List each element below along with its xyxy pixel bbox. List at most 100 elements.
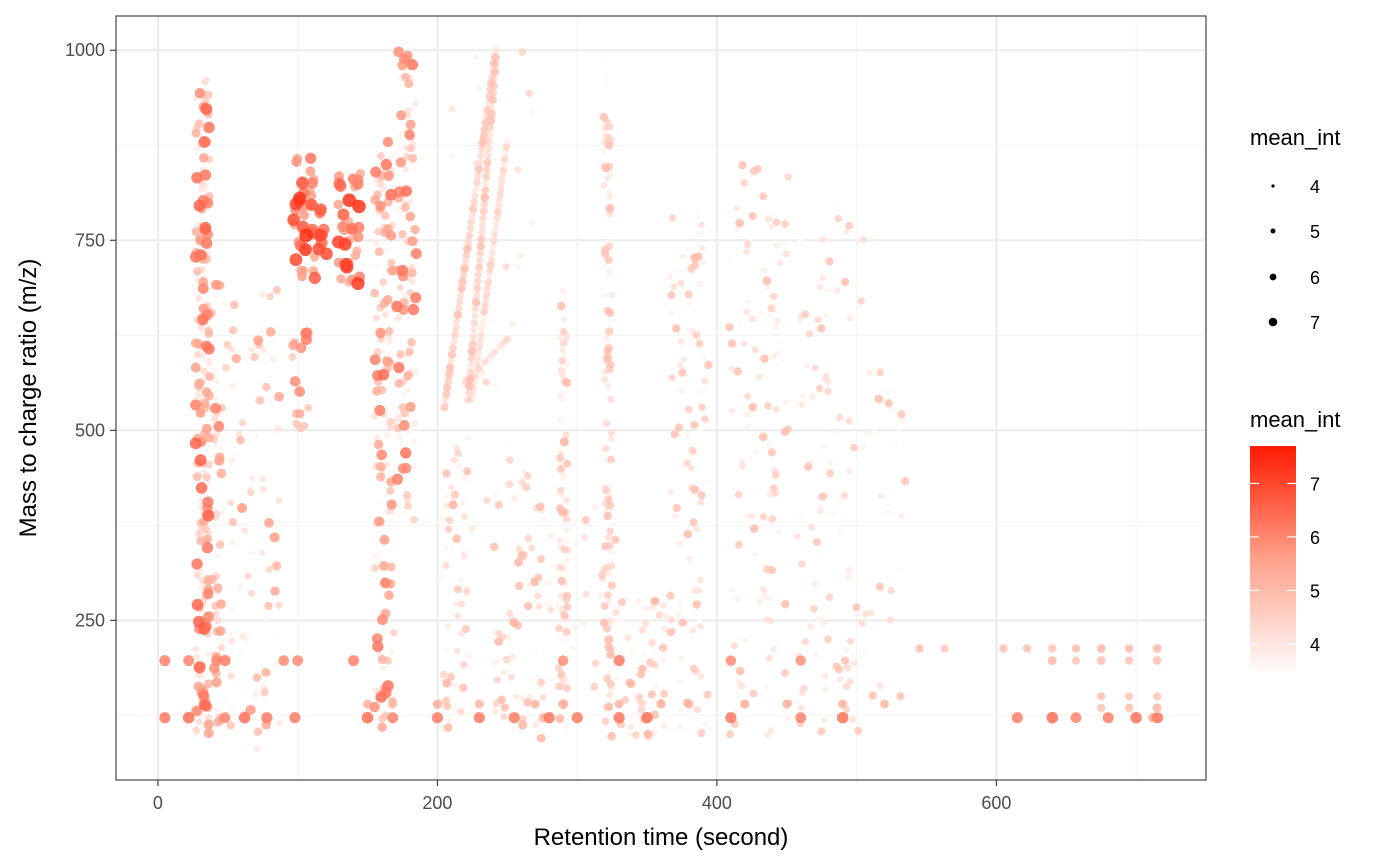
data-point [382,311,389,319]
data-point [605,308,615,317]
data-point [563,496,571,504]
y-axis-title: Mass to charge ratio (m/z) [15,259,42,538]
data-point [407,303,420,316]
data-point [437,574,444,581]
data-point [698,403,706,412]
data-point [192,615,206,628]
data-point [444,377,453,385]
data-point [753,448,759,455]
data-point [693,705,702,714]
data-point [481,358,489,366]
data-point [262,382,271,392]
data-point [378,551,385,558]
data-point [453,647,461,655]
data-point [855,692,861,698]
data-point [399,53,410,65]
data-point [627,723,634,731]
data-point [490,237,498,245]
data-point [561,472,568,479]
data-point [529,107,536,114]
data-point [443,502,450,509]
data-point [292,419,301,428]
data-point [697,729,706,738]
data-point [760,586,767,593]
data-point [216,540,225,549]
data-point [253,727,263,736]
data-point [680,269,686,275]
data-point [602,557,609,563]
data-point [851,659,858,667]
data-point [491,348,498,356]
data-point [379,534,390,545]
data-point [193,571,201,579]
data-point [697,280,704,288]
data-point [558,699,569,709]
data-point [569,646,576,652]
data-point [400,203,410,212]
data-point [819,236,827,244]
data-point [581,516,590,524]
data-point [602,220,608,227]
data-point [402,165,409,173]
data-point [673,673,680,679]
data-point [901,476,910,486]
data-point [467,306,473,313]
data-point [842,228,850,236]
data-point [557,301,566,311]
data-point [405,347,414,356]
data-point [199,221,212,234]
data-point [800,684,808,693]
data-point [667,488,674,496]
data-point [361,711,374,724]
data-point [846,637,855,645]
data-point [396,350,405,359]
data-point [668,373,676,382]
data-point [476,337,484,345]
data-point [511,587,517,594]
data-point [222,363,230,372]
data-point [491,52,500,61]
data-point [843,515,850,521]
data-point [744,392,752,400]
data-point [635,693,644,701]
data-point [407,198,414,205]
data-point [250,353,259,362]
data-point [395,157,407,168]
data-point [505,665,512,671]
data-point [403,491,412,500]
data-point [738,457,746,465]
data-point [470,319,479,327]
data-point [372,386,382,396]
data-point [660,625,668,633]
data-point [531,279,538,286]
data-point [728,407,736,414]
data-point [524,472,532,480]
data-point [556,334,563,341]
data-point [305,166,316,177]
data-point [668,214,677,222]
data-point [213,421,225,432]
data-point [472,305,480,313]
data-point [591,504,598,511]
data-point [607,396,615,403]
data-point [227,672,235,680]
data-point [238,711,251,724]
data-point [476,249,484,258]
data-point [684,432,691,439]
data-point [611,535,620,544]
data-point [740,197,746,203]
data-point [605,122,614,131]
data-point [198,136,211,148]
data-point [638,664,647,674]
data-point [478,138,487,148]
data-point [514,263,521,270]
data-point [234,683,241,689]
data-point [467,346,477,356]
data-point [191,227,201,237]
data-point [203,343,215,355]
data-point [218,446,225,452]
data-point [404,502,412,510]
data-point [456,595,462,602]
data-point [885,508,891,515]
data-point [834,665,844,674]
